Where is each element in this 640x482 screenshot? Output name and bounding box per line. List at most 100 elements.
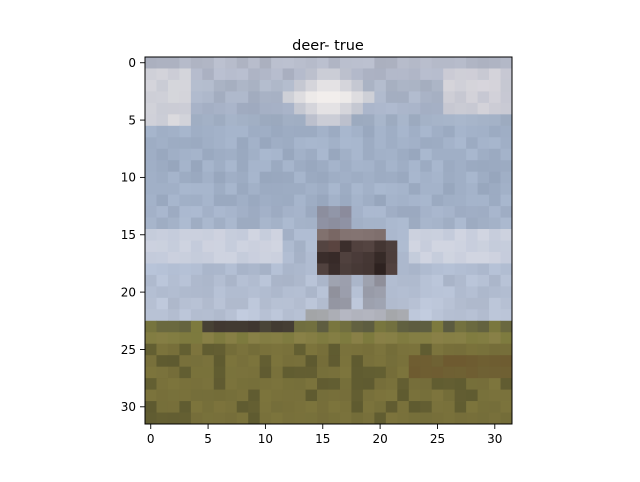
image-pixel bbox=[443, 57, 456, 69]
image-pixel bbox=[145, 343, 157, 356]
image-pixel bbox=[351, 79, 364, 92]
image-pixels bbox=[145, 57, 513, 425]
image-pixel bbox=[271, 217, 284, 230]
image-pixel bbox=[477, 102, 490, 115]
image-pixel bbox=[362, 160, 375, 173]
image-pixel bbox=[145, 366, 157, 379]
image-pixel bbox=[443, 320, 456, 333]
image-pixel bbox=[213, 57, 226, 69]
image-pixel bbox=[328, 114, 341, 127]
image-pixel bbox=[420, 137, 433, 150]
image-pixel bbox=[202, 171, 215, 184]
image-pixel bbox=[466, 194, 478, 207]
image-pixel bbox=[282, 320, 295, 333]
image-pixel bbox=[397, 68, 410, 81]
image-pixel bbox=[385, 125, 398, 138]
image-pixel bbox=[454, 240, 467, 253]
image-pixel bbox=[294, 79, 306, 92]
image-pixel bbox=[339, 240, 352, 253]
image-pixel bbox=[454, 217, 467, 230]
image-pixel bbox=[305, 378, 318, 390]
image-pixel bbox=[431, 102, 444, 115]
image-pixel bbox=[443, 217, 456, 230]
image-pixel bbox=[500, 137, 513, 150]
image-pixel bbox=[443, 240, 456, 253]
image-pixel bbox=[500, 343, 513, 356]
image-pixel bbox=[225, 251, 238, 264]
image-pixel bbox=[431, 217, 444, 230]
image-pixel bbox=[294, 148, 306, 161]
image-pixel bbox=[385, 274, 398, 287]
image-pixel bbox=[179, 171, 192, 184]
image-pixel bbox=[443, 401, 456, 413]
image-pixel bbox=[202, 57, 215, 69]
image-pixel bbox=[500, 240, 513, 253]
image-pixel bbox=[236, 160, 249, 173]
image-pixel bbox=[167, 114, 180, 127]
image-pixel bbox=[328, 378, 341, 390]
image-pixel bbox=[305, 91, 318, 104]
image-pixel bbox=[282, 137, 295, 150]
image-pixel bbox=[408, 251, 421, 264]
image-pixel bbox=[328, 79, 341, 92]
image-pixel bbox=[477, 401, 490, 413]
image-pixel bbox=[156, 102, 169, 115]
image-pixel bbox=[454, 355, 467, 368]
image-pixel bbox=[145, 194, 157, 207]
image-pixel bbox=[167, 412, 180, 425]
image-pixel bbox=[225, 355, 238, 368]
image-pixel bbox=[397, 171, 410, 184]
image-pixel bbox=[156, 274, 169, 287]
image-pixel bbox=[431, 355, 444, 368]
image-pixel bbox=[271, 206, 284, 218]
image-pixel bbox=[271, 68, 284, 81]
image-pixel bbox=[466, 57, 478, 69]
image-pixel bbox=[213, 274, 226, 287]
image-pixel bbox=[362, 251, 375, 264]
image-pixel bbox=[362, 389, 375, 402]
image-pixel bbox=[248, 114, 261, 127]
image-pixel bbox=[374, 309, 387, 322]
image-pixel bbox=[213, 148, 226, 161]
image-pixel bbox=[362, 378, 375, 390]
image-pixel bbox=[385, 297, 398, 310]
image-pixel bbox=[156, 309, 169, 322]
image-pixel bbox=[328, 320, 341, 333]
image-pixel bbox=[374, 137, 387, 150]
image-pixel bbox=[500, 114, 513, 127]
image-pixel bbox=[190, 206, 203, 218]
image-pixel bbox=[328, 229, 341, 241]
image-pixel bbox=[248, 401, 261, 413]
image-pixel bbox=[156, 183, 169, 196]
image-pixel bbox=[294, 91, 306, 104]
image-pixel bbox=[317, 251, 329, 264]
image-pixel bbox=[500, 125, 513, 138]
image-pixel bbox=[202, 355, 215, 368]
image-pixel bbox=[248, 274, 261, 287]
image-pixel bbox=[156, 286, 169, 299]
image-pixel bbox=[202, 91, 215, 104]
image-pixel bbox=[397, 320, 410, 333]
image-pixel bbox=[259, 148, 272, 161]
image-pixel bbox=[454, 412, 467, 425]
image-pixel bbox=[385, 114, 398, 127]
image-pixel bbox=[190, 91, 203, 104]
image-pixel bbox=[305, 137, 318, 150]
image-pixel bbox=[431, 251, 444, 264]
image-pixel bbox=[190, 343, 203, 356]
image-pixel bbox=[317, 309, 329, 322]
image-pixel bbox=[351, 194, 364, 207]
image-pixel bbox=[362, 355, 375, 368]
image-pixel bbox=[397, 91, 410, 104]
image-pixel bbox=[156, 137, 169, 150]
image-pixel bbox=[408, 160, 421, 173]
image-pixel bbox=[236, 343, 249, 356]
image-pixel bbox=[236, 229, 249, 241]
image-pixel bbox=[202, 79, 215, 92]
image-pixel bbox=[202, 194, 215, 207]
image-pixel bbox=[213, 79, 226, 92]
image-pixel bbox=[190, 57, 203, 69]
image-pixel bbox=[145, 68, 157, 81]
image-pixel bbox=[317, 160, 329, 173]
image-pixel bbox=[190, 194, 203, 207]
